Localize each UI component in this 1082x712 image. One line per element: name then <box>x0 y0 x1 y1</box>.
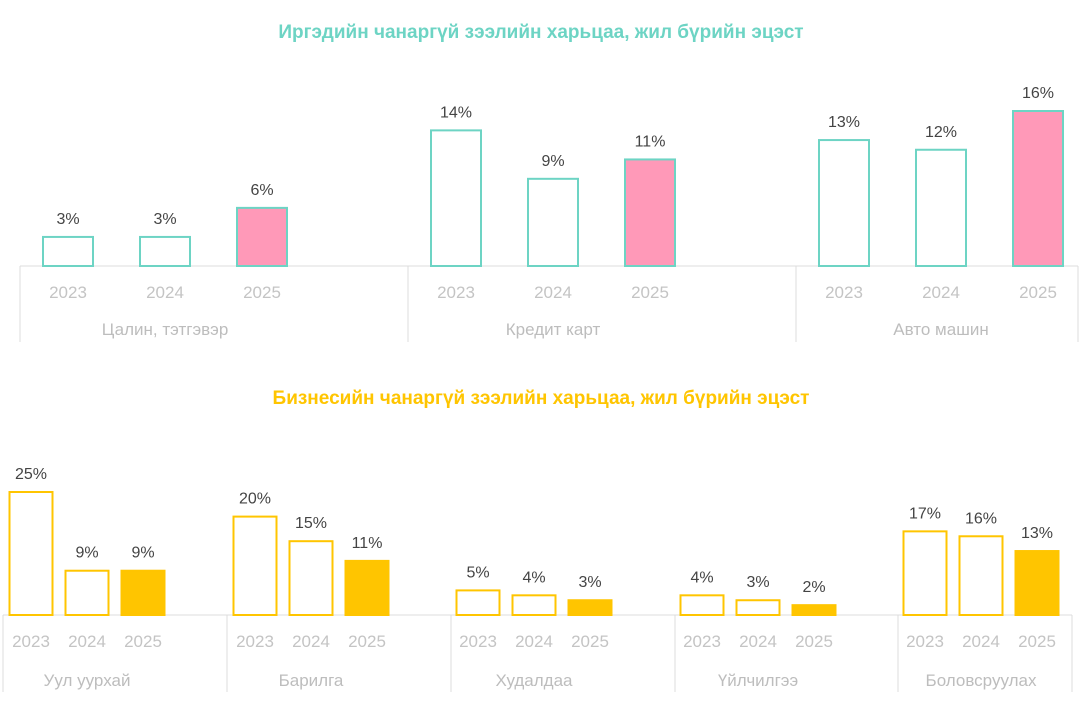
data-label: 16% <box>965 510 997 527</box>
data-label: 20% <box>239 491 271 508</box>
bar-2025 <box>344 559 390 617</box>
group-label: Боловсруулах <box>926 671 1037 690</box>
bar-2023 <box>430 129 482 267</box>
group-label: Үйлчилгээ <box>718 671 798 690</box>
data-label: 4% <box>690 569 713 586</box>
tick-label: 2023 <box>825 283 863 302</box>
bar-2023 <box>679 594 725 617</box>
tick-label: 2023 <box>437 283 475 302</box>
bar-2025 <box>120 569 166 616</box>
tick-label: 2025 <box>124 632 162 651</box>
data-label: 25% <box>15 466 47 483</box>
data-label: 5% <box>466 564 489 581</box>
tick-label: 2025 <box>571 632 609 651</box>
bar-2024 <box>139 235 191 267</box>
bar-2024 <box>915 148 967 267</box>
data-label: 3% <box>56 211 79 228</box>
bar-2025 <box>1014 550 1060 616</box>
data-label: 11% <box>635 133 666 150</box>
data-label: 16% <box>1022 85 1054 102</box>
bar-2023 <box>902 530 948 616</box>
bar-2025 <box>1012 110 1064 267</box>
bar-2023 <box>232 515 278 616</box>
bar-2025 <box>567 599 613 616</box>
tick-label: 2024 <box>68 632 106 651</box>
individual-chart-title: Иргэдийн чанаргүй зээлийн харьцаа, жил б… <box>278 22 804 43</box>
tick-label: 2024 <box>739 632 777 651</box>
data-label: 13% <box>1021 525 1053 542</box>
group-label: Кредит карт <box>506 320 601 339</box>
data-label: 15% <box>295 515 327 532</box>
tick-label: 2023 <box>12 632 50 651</box>
tick-label: 2025 <box>348 632 386 651</box>
tick-label: 2024 <box>534 283 572 302</box>
business-chart-title: Бизнесийн чанаргүй зээлийн харьцаа, жил … <box>272 388 810 409</box>
group-label: Уул уурхай <box>44 671 131 690</box>
tick-label: 2024 <box>292 632 330 651</box>
data-label: 12% <box>925 124 957 141</box>
group-label: Авто машин <box>893 320 988 339</box>
data-label: 11% <box>352 535 383 552</box>
group-label: Цалин, тэтгэвэр <box>102 320 229 339</box>
data-label: 6% <box>250 182 273 199</box>
data-label: 2% <box>802 579 825 596</box>
tick-label: 2024 <box>146 283 184 302</box>
bar-2024 <box>527 177 579 267</box>
tick-label: 2023 <box>49 283 87 302</box>
tick-label: 2025 <box>1018 632 1056 651</box>
tick-label: 2025 <box>1019 283 1057 302</box>
data-label: 3% <box>578 574 601 591</box>
bar-2023 <box>818 139 870 267</box>
tick-label: 2025 <box>243 283 281 302</box>
group-label: Барилга <box>279 671 344 690</box>
tick-label: 2023 <box>906 632 944 651</box>
tick-label: 2025 <box>795 632 833 651</box>
bar-2025 <box>624 158 676 267</box>
bar-2024 <box>958 535 1004 617</box>
bar-2024 <box>511 594 557 617</box>
group-label: Худалдаа <box>495 671 573 690</box>
data-label: 9% <box>541 153 564 170</box>
data-label: 4% <box>522 569 545 586</box>
tick-label: 2023 <box>683 632 721 651</box>
data-label: 9% <box>131 545 154 562</box>
tick-label: 2023 <box>236 632 274 651</box>
data-label: 3% <box>746 574 769 591</box>
bar-2024 <box>64 569 110 616</box>
tick-label: 2024 <box>922 283 960 302</box>
tick-label: 2024 <box>962 632 1000 651</box>
tick-label: 2025 <box>631 283 669 302</box>
tick-label: 2023 <box>459 632 497 651</box>
bar-2023 <box>42 235 94 267</box>
bar-2024 <box>288 540 334 617</box>
bar-2024 <box>735 599 781 616</box>
data-label: 13% <box>828 114 860 131</box>
data-label: 14% <box>440 104 472 121</box>
bar-2025 <box>236 206 288 267</box>
data-label: 9% <box>75 545 98 562</box>
data-label: 17% <box>909 505 941 522</box>
bar-2025 <box>791 604 837 616</box>
bar-2023 <box>455 589 501 617</box>
bar-2023 <box>8 491 54 616</box>
data-label: 3% <box>153 211 176 228</box>
tick-label: 2024 <box>515 632 553 651</box>
individual-npl-chart: 3% 2023 3% 2024 6% 2025 Цалин, тэтгэвэр 14% 2023… <box>19 85 1079 342</box>
